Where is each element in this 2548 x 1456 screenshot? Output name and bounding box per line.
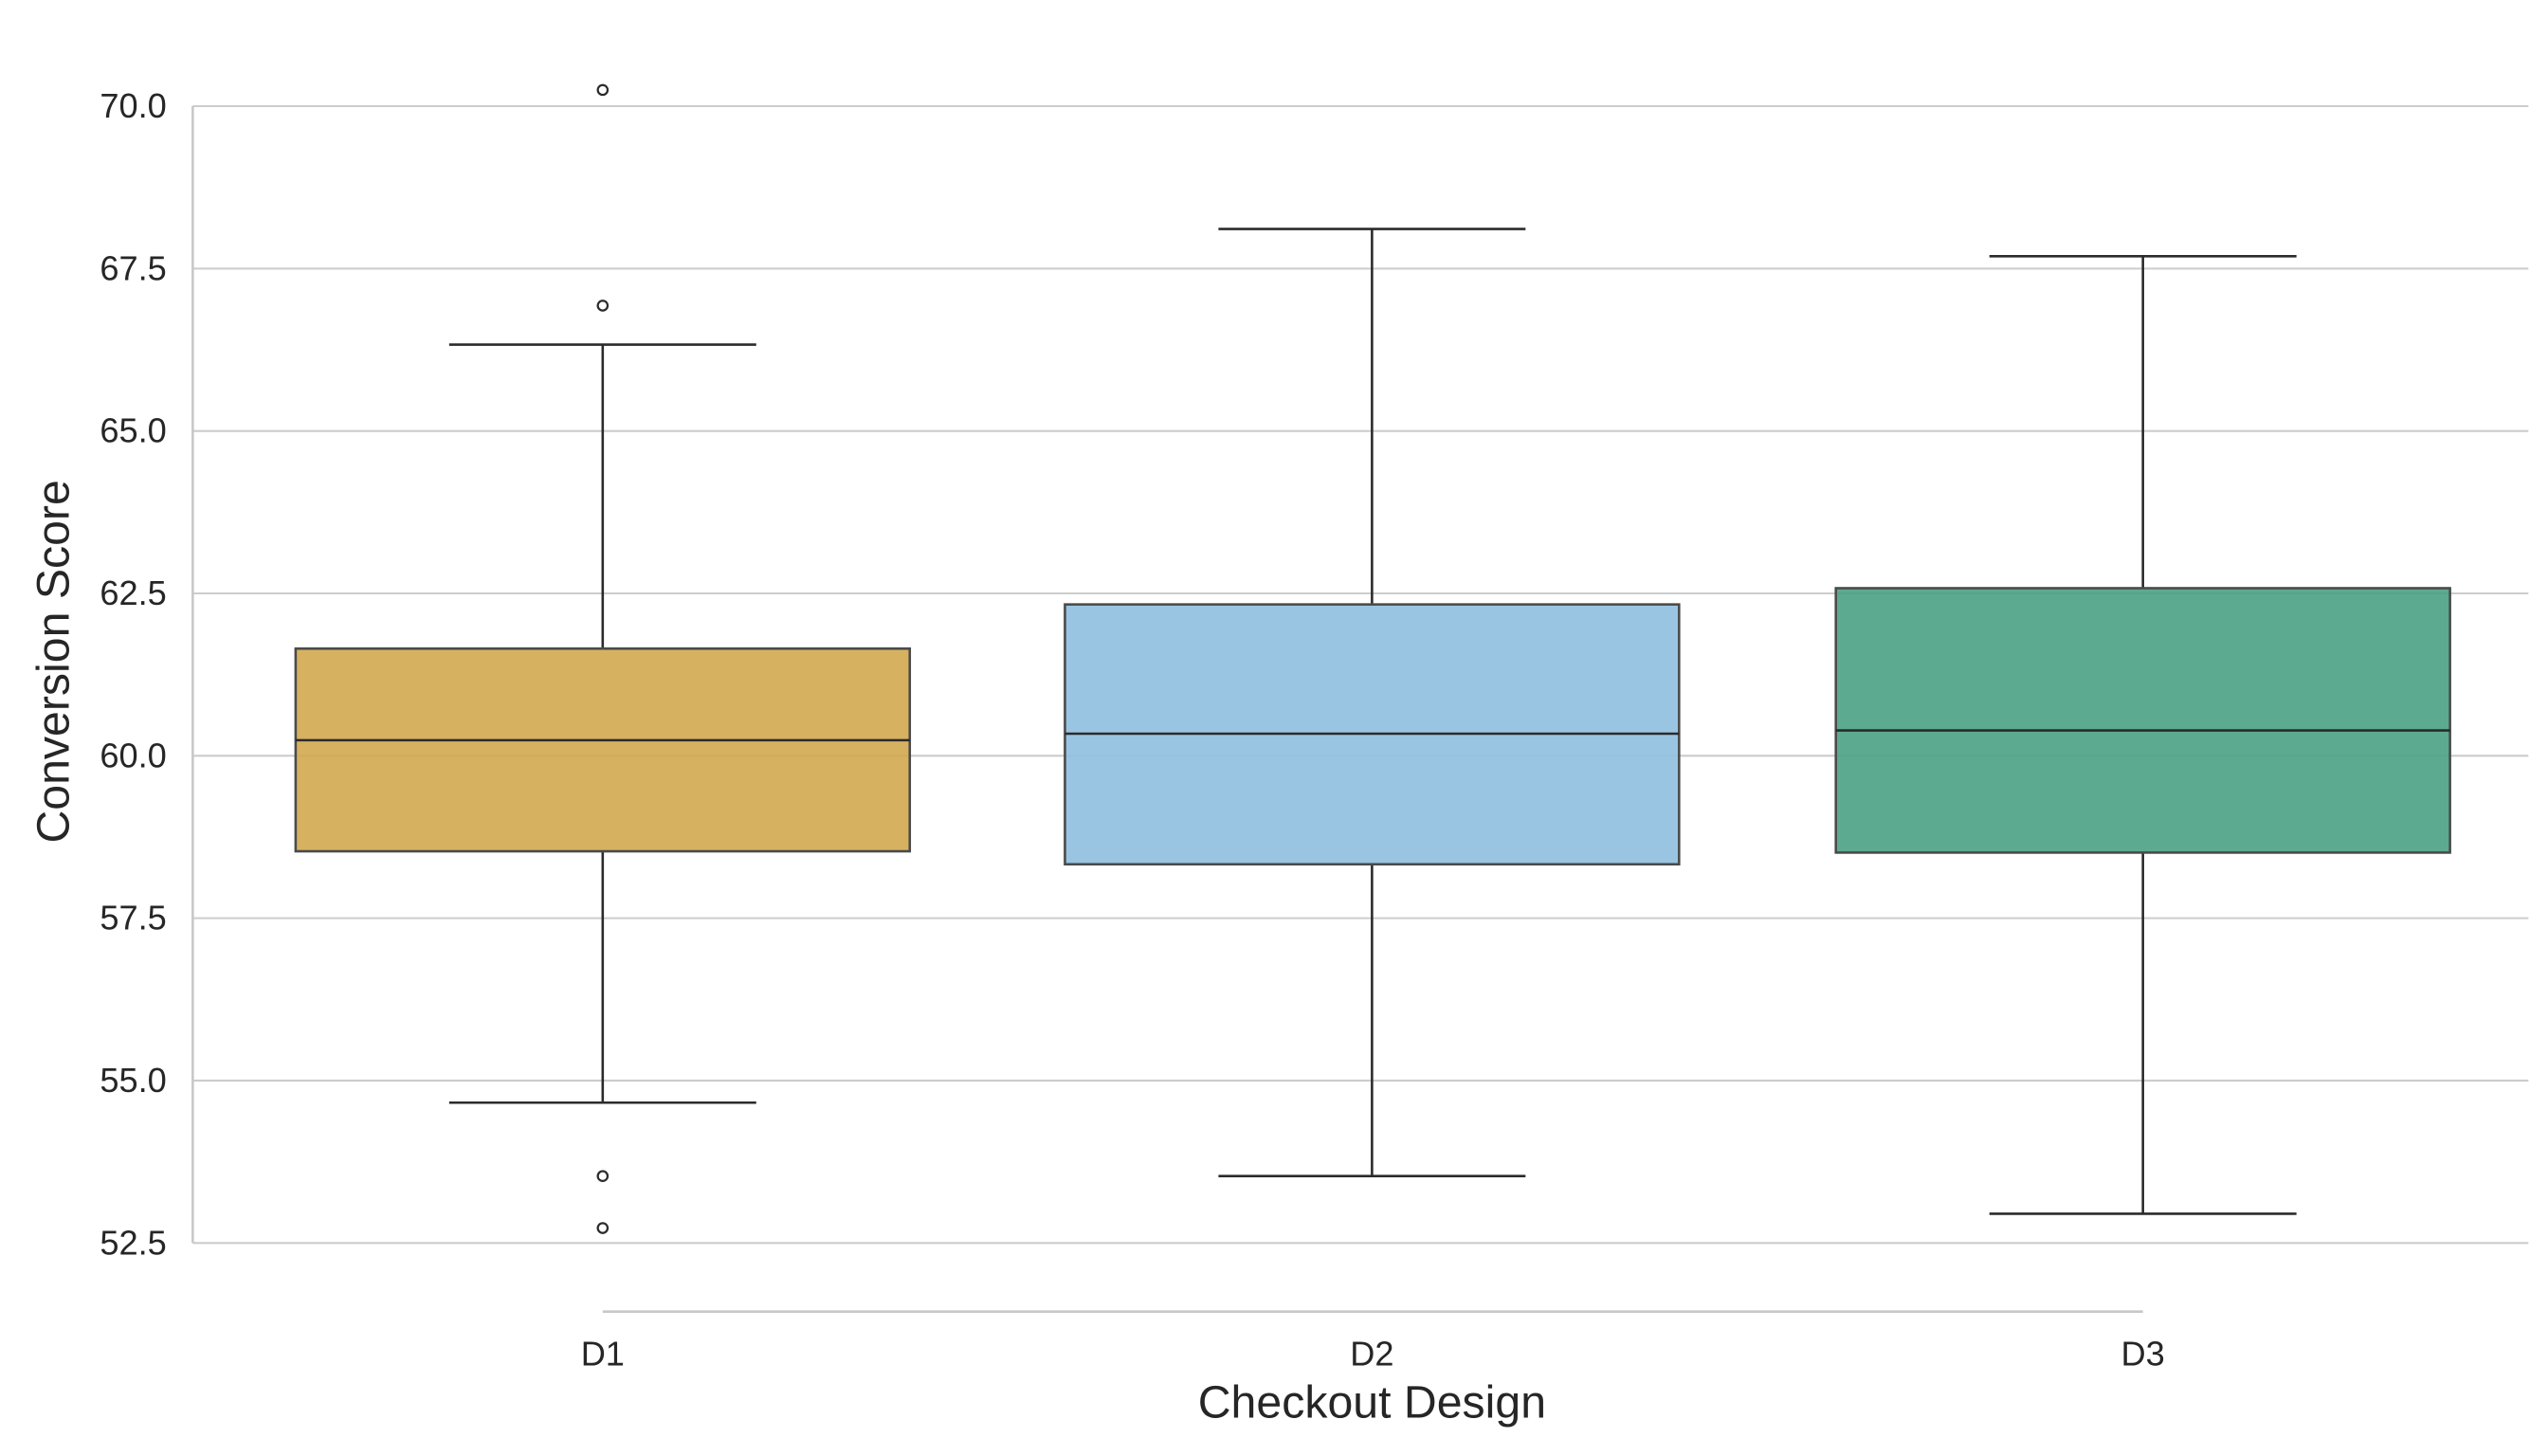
outlier-point: [596, 300, 610, 312]
y-tick-labels: 52.5 55.0 57.5 60.0 62.5 65.0 67.5 70.0: [100, 86, 166, 1262]
y-tick-label: 55.0: [100, 1061, 166, 1100]
box-d3: [1834, 255, 2451, 1215]
y-tick-label: 52.5: [100, 1223, 166, 1262]
y-tick-label: 62.5: [100, 573, 166, 612]
x-tick-label: D1: [581, 1335, 625, 1374]
box-d2: [1064, 228, 1681, 1177]
y-tick-label: 70.0: [100, 86, 166, 125]
x-tick-label: D2: [1350, 1335, 1393, 1374]
iqr-box: [294, 646, 912, 853]
box-d1: [294, 83, 912, 1234]
outlier-point: [596, 83, 610, 97]
outlier-point: [596, 1170, 610, 1182]
y-tick-label: 65.0: [100, 411, 166, 450]
y-tick-label: 67.5: [100, 248, 166, 287]
x-tick-label: D3: [2121, 1335, 2165, 1374]
y-tick-label: 60.0: [100, 736, 166, 774]
y-tick-label: 57.5: [100, 899, 166, 937]
outlier-point: [596, 1222, 610, 1234]
boxes: [294, 83, 2451, 1234]
iqr-box: [1834, 587, 2451, 854]
x-axis-label: Checkout Design: [1198, 1377, 1546, 1429]
y-axis-label: Conversion Score: [27, 480, 79, 843]
x-tick-labels: D1 D2 D3: [581, 1335, 2165, 1374]
